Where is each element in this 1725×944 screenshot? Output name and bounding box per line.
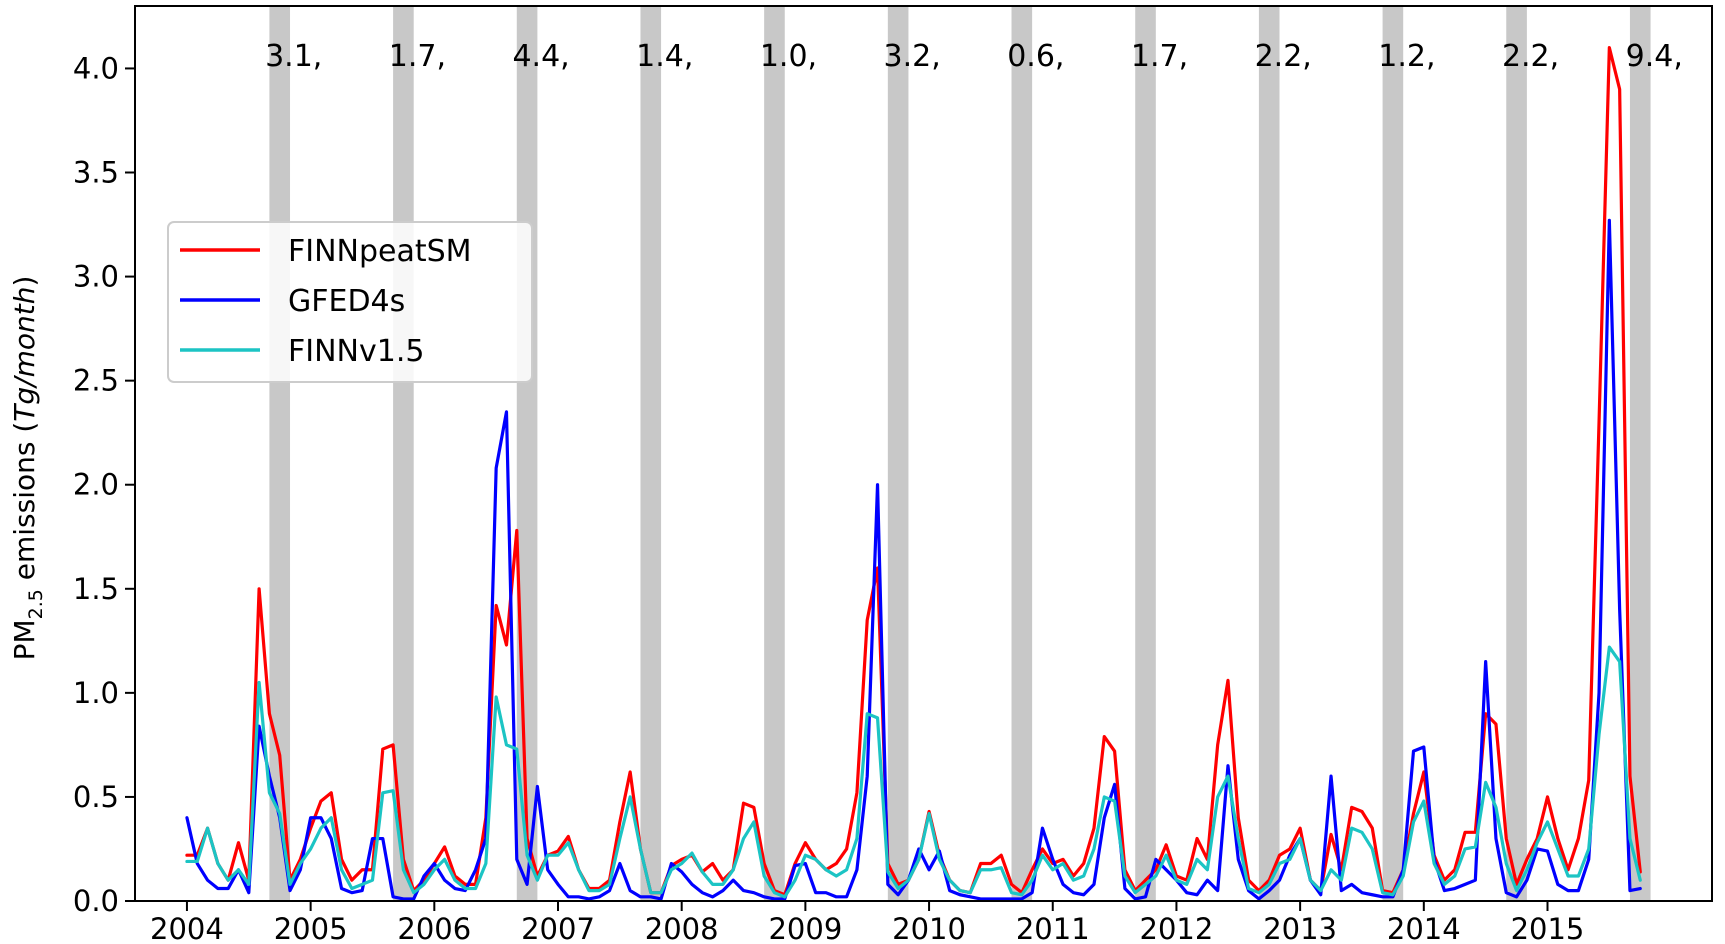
shaded-band [887,6,909,901]
annotation-label: 3.1, [265,39,322,74]
legend-label: FINNpeatSM [288,234,472,269]
shaded-band [1011,6,1033,901]
x-tick-label: 2004 [150,912,224,944]
x-tick-label: 2010 [892,912,966,944]
annotation-label: 4.4, [512,39,569,74]
x-tick-label: 2007 [521,912,595,944]
shaded-band [1506,6,1527,901]
y-tick-label: 1.5 [73,572,119,606]
annotation-label: 0.6, [1007,39,1064,74]
x-tick-label: 2011 [1016,912,1090,944]
y-tick-label: 2.0 [73,468,119,502]
annotations: 3.1, 1.7, 4.4, 1.4, 1.0, 3.2, 0.6, 1.7, 2.2, 1.2,… [265,39,1683,74]
annotation-label: 2.2, [1255,39,1312,74]
shaded-band [1382,6,1404,901]
y-tick-label: 0.0 [73,884,119,918]
shade-layer [269,6,1651,901]
y-tick-label: 3.0 [73,260,119,294]
series-line-2 [185,645,1642,899]
plot-frame [134,5,1713,902]
x-axis: 2004 2005 2006 2007 2008 2009 2010 2011 2012 2013… [150,901,1584,944]
legend-label: FINNv1.5 [288,334,424,369]
annotation-label: 1.7, [1131,39,1188,74]
shaded-band [1258,6,1280,901]
legend-box [167,221,533,383]
y-tick-label: 1.0 [73,676,119,710]
annotation-label: 2.2, [1502,39,1559,74]
annotation-label: 9.4, [1626,39,1683,74]
x-tick-label: 2012 [1140,912,1214,944]
legend-label: GFED4s [288,284,405,319]
series-layer [185,46,1642,901]
shaded-band [1629,6,1651,901]
shaded-band [640,6,662,901]
y-tick-label: 4.0 [73,51,119,85]
x-tick-label: 2014 [1387,912,1461,944]
annotation-label: 1.7, [389,39,446,74]
x-tick-label: 2015 [1511,912,1585,944]
x-tick-label: 2009 [768,912,842,944]
legend: FINNpeatSM GFED4s FINNv1.5 [167,221,533,383]
x-tick-label: 2008 [645,912,719,944]
annotation-label: 1.0, [760,39,817,74]
annotation-label: 3.2, [884,39,941,74]
annotation-label: 1.4, [636,39,693,74]
x-tick-label: 2006 [397,912,471,944]
y-tick-label: 3.5 [73,156,119,190]
x-tick-label: 2013 [1263,912,1337,944]
y-tick-label: 2.5 [73,364,119,398]
y-axis-label: PM2.5 emissions (Tg/month) [8,276,47,661]
y-axis: 0.0 0.5 1.0 1.5 2.0 2.5 3.0 3.5 4.0 [73,51,135,918]
x-tick-label: 2005 [274,912,348,944]
shaded-band [1135,6,1156,901]
shaded-band [764,6,785,901]
y-tick-label: 0.5 [73,780,119,814]
annotation-label: 1.2, [1378,39,1435,74]
